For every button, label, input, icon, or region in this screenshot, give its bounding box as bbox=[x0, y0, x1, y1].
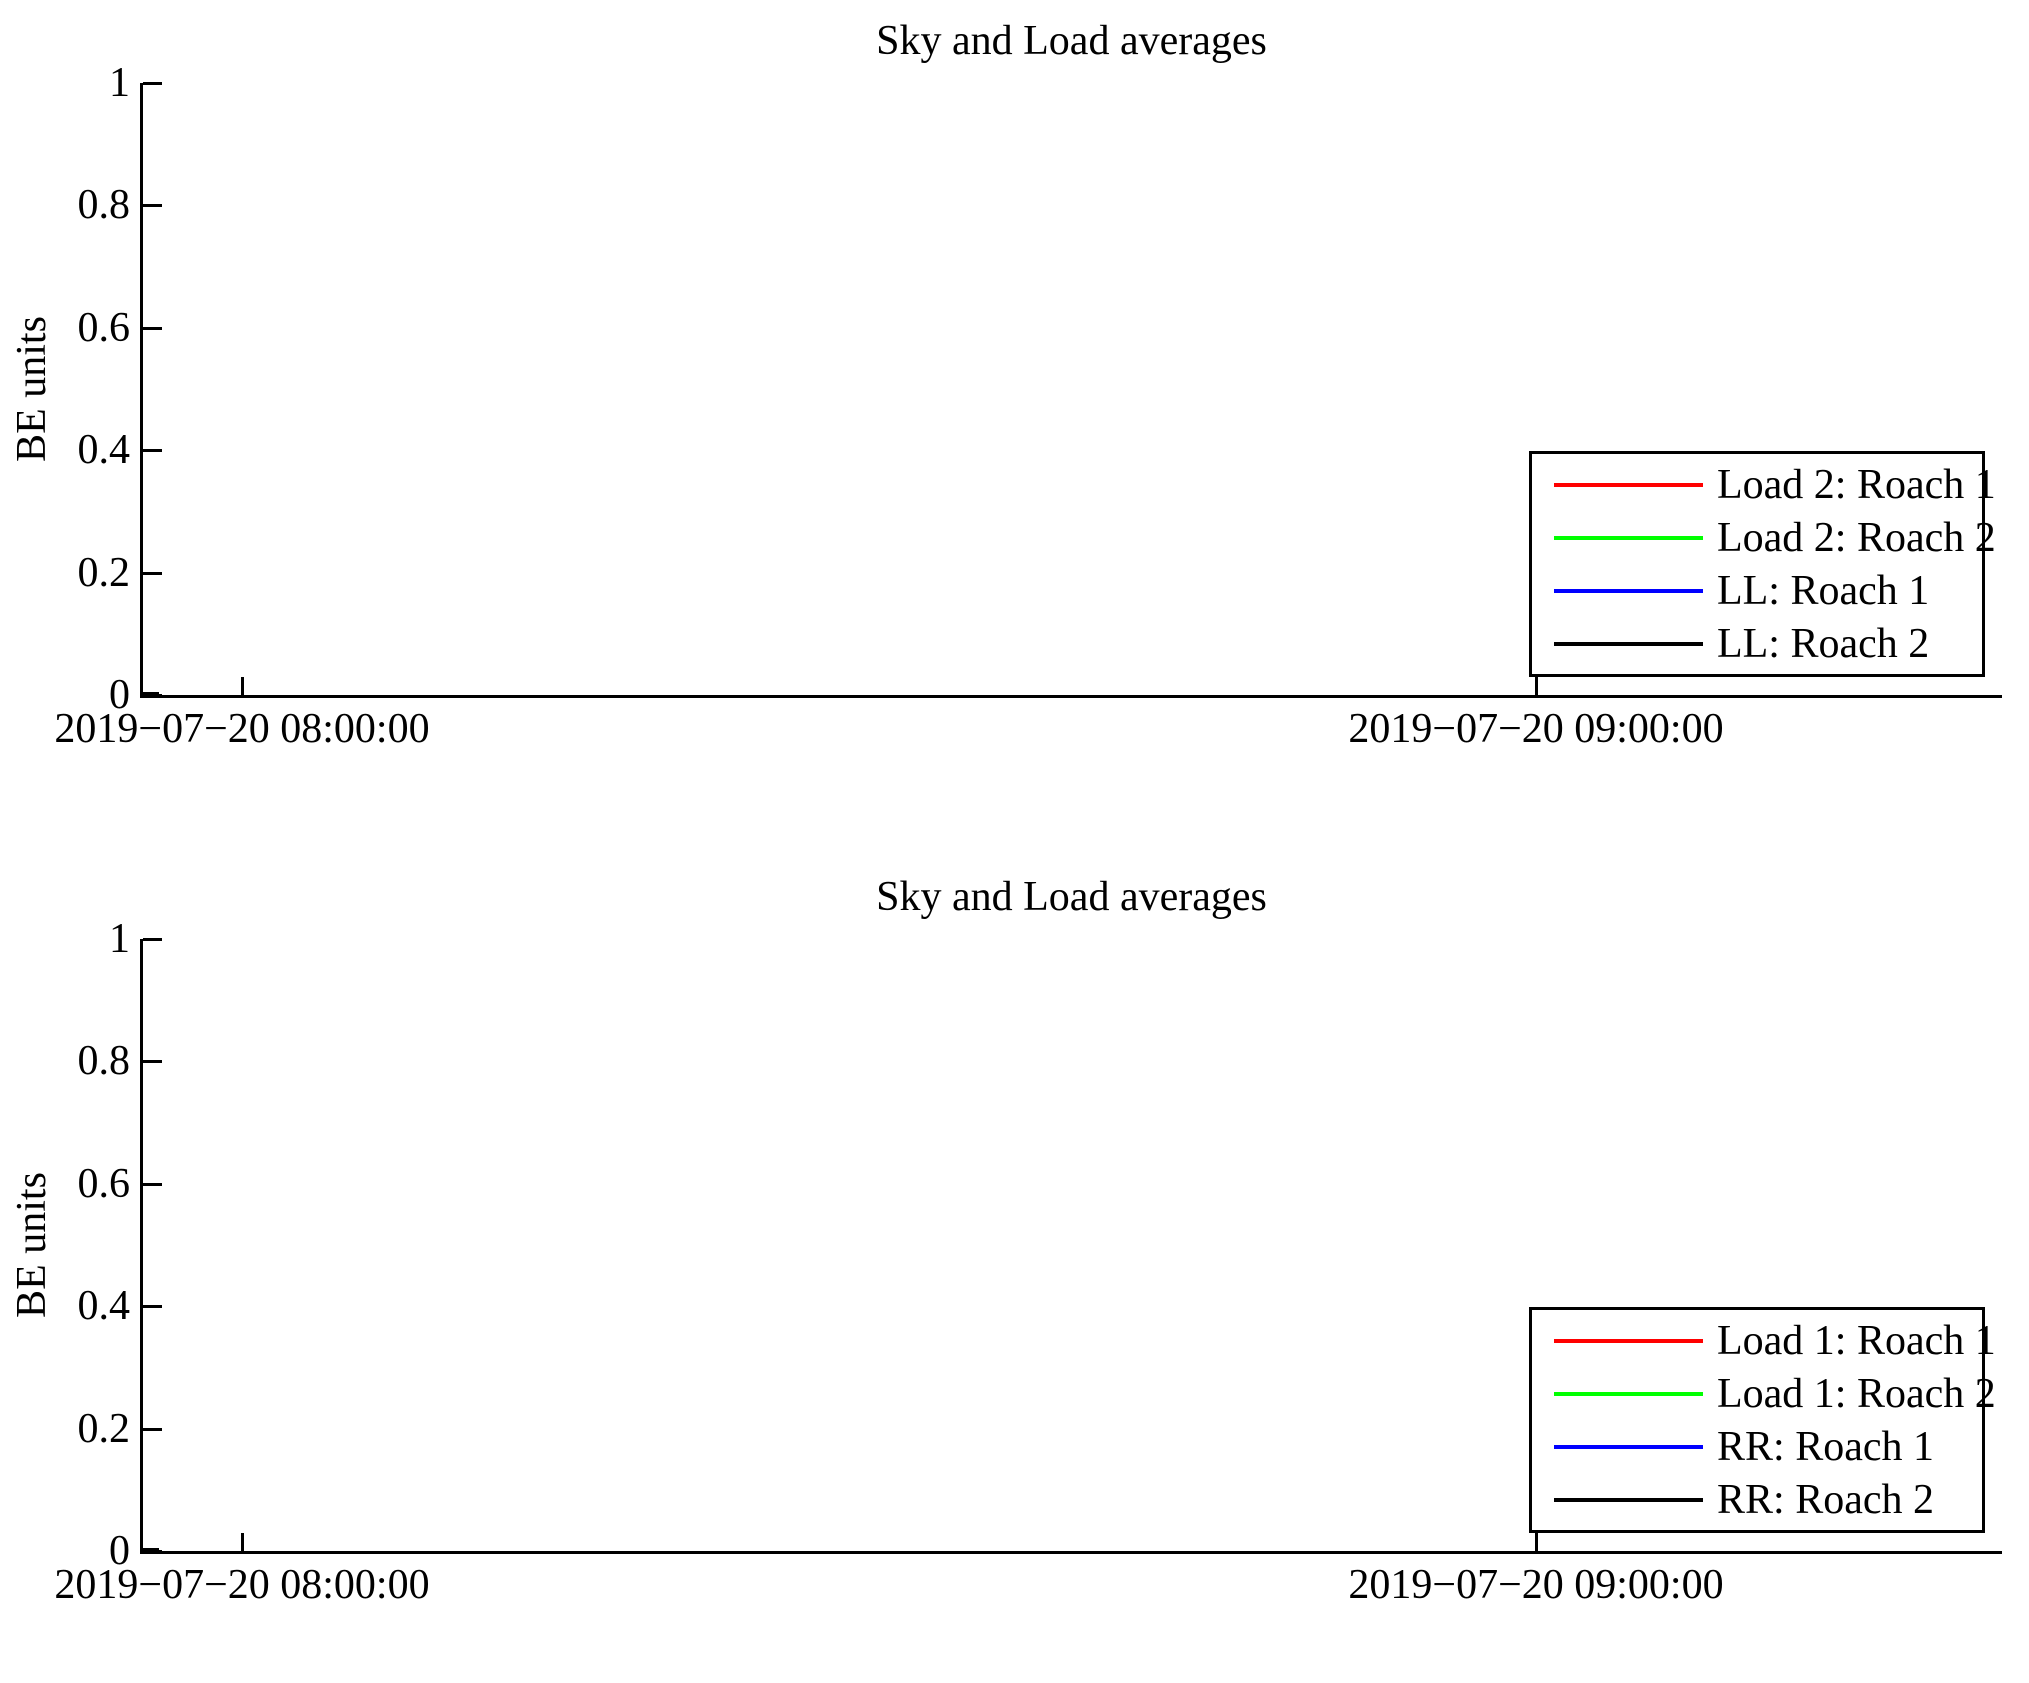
y-tick-label: 0 bbox=[109, 1528, 130, 1574]
chart-bottom: Sky and Load averages BE units 0 0.2 0.4 0.… bbox=[0, 856, 2029, 1656]
legend-line-sample bbox=[1554, 535, 1703, 540]
x-axis-line bbox=[140, 1551, 2002, 1554]
legend-label: Load 1: Roach 2 bbox=[1717, 1370, 1996, 1417]
y-tick-label: 0.8 bbox=[77, 1038, 131, 1085]
legend-label: RR: Roach 2 bbox=[1717, 1476, 1934, 1523]
legend-line-sample bbox=[1554, 482, 1703, 487]
legend: Load 1: Roach 1 Load 1: Roach 2 RR: Roach … bbox=[1529, 1307, 1996, 1533]
legend-line-sample bbox=[1554, 588, 1703, 593]
y-tick-label: 0.4 bbox=[77, 1283, 131, 1330]
y-tick-label: 0.6 bbox=[77, 304, 131, 351]
legend-label: LL: Roach 1 bbox=[1717, 567, 1930, 614]
y-tick bbox=[143, 82, 162, 85]
y-tick-label: 1 bbox=[109, 916, 130, 962]
chart-title: Sky and Load averages bbox=[876, 874, 1267, 920]
chart-top: Sky and Load averages BE units 0 0.2 0.4 0.… bbox=[0, 0, 2029, 800]
x-tick bbox=[241, 1533, 244, 1551]
legend-row: LL: Roach 1 bbox=[1532, 567, 1982, 615]
legend-row: RR: Roach 2 bbox=[1532, 1476, 1982, 1524]
legend-label: Load 2: Roach 1 bbox=[1717, 461, 1996, 508]
legend: Load 2: Roach 1 Load 2: Roach 2 LL: Roach … bbox=[1529, 451, 1996, 677]
legend-row: Load 1: Roach 1 bbox=[1532, 1317, 1996, 1365]
legend-line-sample bbox=[1554, 1497, 1703, 1502]
y-tick-label: 0.2 bbox=[77, 549, 131, 596]
y-tick bbox=[143, 1182, 162, 1186]
legend-row: Load 1: Roach 2 bbox=[1532, 1370, 1996, 1418]
y-tick bbox=[143, 326, 162, 330]
x-tick-label: 2019−07−20 08:00:00 bbox=[54, 706, 430, 752]
legend-label: RR: Roach 1 bbox=[1717, 1423, 1934, 1470]
y-axis-label: BE units bbox=[9, 1172, 55, 1318]
legend-row: Load 2: Roach 2 bbox=[1532, 514, 1996, 562]
x-axis-line bbox=[140, 695, 2002, 698]
y-tick-label: 1 bbox=[109, 60, 130, 106]
chart-title: Sky and Load averages bbox=[876, 18, 1267, 64]
y-tick bbox=[143, 938, 162, 941]
legend-label: Load 1: Roach 1 bbox=[1717, 1317, 1996, 1364]
y-tick bbox=[143, 571, 162, 575]
y-tick bbox=[143, 1427, 162, 1431]
y-axis-line bbox=[140, 939, 143, 1554]
y-tick-label: 0 bbox=[109, 672, 130, 718]
legend-line-sample bbox=[1554, 1338, 1703, 1343]
legend-label: LL: Roach 2 bbox=[1717, 620, 1930, 667]
x-tick-label: 2019−07−20 09:00:00 bbox=[1348, 706, 1724, 752]
legend-label: Load 2: Roach 2 bbox=[1717, 514, 1996, 561]
y-tick bbox=[143, 1305, 162, 1309]
y-axis-label: BE units bbox=[9, 316, 55, 462]
data-series-flat-zero bbox=[141, 1548, 159, 1552]
legend-row: Load 2: Roach 1 bbox=[1532, 461, 1996, 509]
x-tick bbox=[1535, 677, 1538, 695]
legend-line-sample bbox=[1554, 641, 1703, 646]
legend-line-sample bbox=[1554, 1391, 1703, 1396]
legend-row: RR: Roach 1 bbox=[1532, 1423, 1982, 1471]
y-tick bbox=[143, 1060, 162, 1064]
y-tick-label: 0.6 bbox=[77, 1160, 131, 1207]
x-tick bbox=[241, 677, 244, 695]
y-tick bbox=[143, 204, 162, 208]
legend-line-sample bbox=[1554, 1444, 1703, 1449]
legend-row: LL: Roach 2 bbox=[1532, 620, 1982, 668]
y-tick-label: 0.2 bbox=[77, 1405, 131, 1452]
x-tick-label: 2019−07−20 08:00:00 bbox=[54, 1562, 430, 1608]
x-tick-label: 2019−07−20 09:00:00 bbox=[1348, 1562, 1724, 1608]
y-axis-line bbox=[140, 83, 143, 698]
y-tick-label: 0.4 bbox=[77, 427, 131, 474]
data-series-flat-zero bbox=[141, 692, 159, 696]
y-tick-label: 0.8 bbox=[77, 182, 131, 229]
y-tick bbox=[143, 449, 162, 453]
x-tick bbox=[1535, 1533, 1538, 1551]
